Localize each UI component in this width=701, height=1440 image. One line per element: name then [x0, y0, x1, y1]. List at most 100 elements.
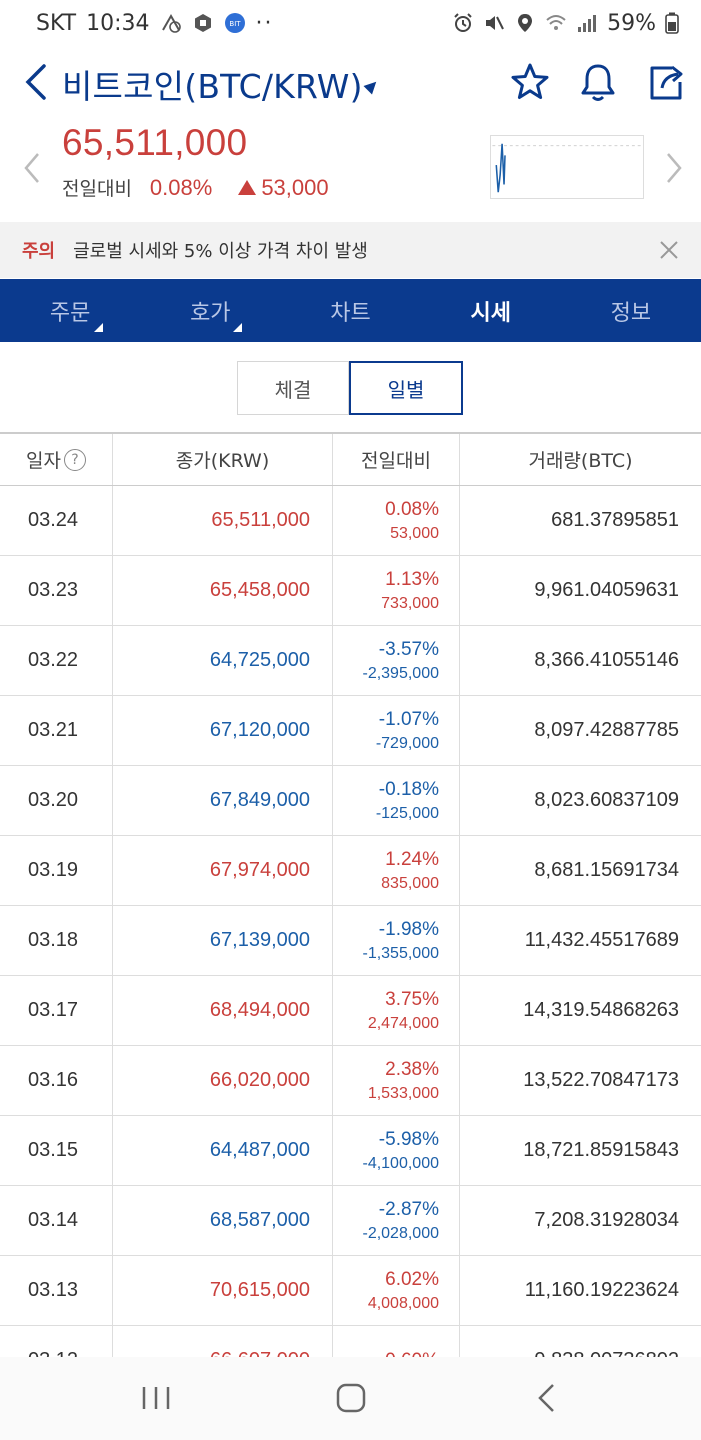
change-percent-value: 1.13% [385, 568, 439, 590]
page-title[interactable]: 비트코인(BTC/KRW) [62, 67, 363, 106]
table-row[interactable]: 03.18 67,139,000 -1.98% -1,355,000 11,432.45… [0, 906, 701, 976]
table-row[interactable]: 03.16 66,020,000 2.38% 1,533,000 13,522.7084… [0, 1046, 701, 1116]
notice-tag: 주의 [22, 241, 56, 262]
change-amount-value: -2,395,000 [362, 664, 439, 682]
close-price-cell: 68,587,000 [113, 1186, 333, 1255]
tab-bar: 주문 호가 차트 시세 정보 [0, 279, 701, 342]
change-amount-value: -729,000 [375, 734, 439, 752]
table-row[interactable]: 03.21 67,120,000 -1.07% -729,000 8,097.42887… [0, 696, 701, 766]
change-amount: 53,000 [261, 174, 329, 200]
volume-cell: 9,838.00736802 [460, 1326, 701, 1357]
volume-cell: 8,366.41055146 [534, 649, 679, 671]
table-row[interactable]: 03.13 70,615,000 6.02% 4,008,000 11,160.1922… [0, 1256, 701, 1326]
table-row[interactable]: 03.22 64,725,000 -3.57% -2,395,000 8,366.410… [0, 626, 701, 696]
recent-apps-icon[interactable] [136, 1383, 176, 1413]
change-cell: 6.02% 4,008,000 [333, 1256, 460, 1325]
wifi-icon [546, 15, 566, 30]
hexagon-app-icon [194, 14, 211, 32]
table-row[interactable]: 03.14 68,587,000 -2.87% -2,028,000 7,208.319… [0, 1186, 701, 1256]
header-date: 일자? [0, 434, 113, 485]
header-change: 전일대비 [333, 434, 460, 485]
mini-price-chart[interactable] [490, 135, 644, 199]
notice-text: 글로벌 시세와 5% 이상 가격 차이 발생 [73, 241, 368, 262]
system-navigation-bar [0, 1357, 701, 1440]
date-cell: 03.16 [0, 1046, 113, 1115]
tab-label: 시세 [470, 300, 511, 326]
close-price-cell: 67,120,000 [113, 696, 333, 765]
more-notifications-icon: ·· [255, 10, 274, 36]
status-bar: SKT 10:34 BIT ·· 59% [0, 0, 701, 46]
close-icon[interactable] [659, 240, 679, 260]
tab-label: 주문 [49, 300, 91, 326]
change-percent-value: 6.02% [385, 1268, 439, 1290]
home-icon[interactable] [331, 1383, 371, 1413]
tab-chart[interactable]: 차트 [280, 279, 420, 342]
table-row[interactable]: 03.15 64,487,000 -5.98% -4,100,000 18,721.85… [0, 1116, 701, 1186]
header-volume: 거래량(BTC) [528, 450, 633, 472]
alarm-sync-icon [161, 13, 181, 33]
battery-icon [665, 12, 679, 34]
bell-icon[interactable] [576, 60, 620, 104]
change-amount-value: -1,355,000 [362, 944, 439, 962]
bithumb-app-icon: BIT [224, 13, 245, 33]
change-cell: 1.24% 835,000 [333, 836, 460, 905]
table-row[interactable]: 03.1266,607,000 0.60% 9,838.00736802 [0, 1326, 701, 1357]
date-cell: 03.18 [0, 906, 113, 975]
change-cell: -1.07% -729,000 [333, 696, 460, 765]
up-triangle-icon [238, 180, 257, 195]
signal-icon [578, 15, 597, 32]
star-icon[interactable] [508, 60, 552, 104]
date-cell: 03.20 [0, 766, 113, 835]
tab-label: 정보 [610, 300, 652, 326]
change-cell: -3.57% -2,395,000 [333, 626, 460, 695]
date-cell: 03.23 [0, 556, 113, 625]
previous-coin-icon[interactable] [22, 150, 42, 186]
tab-info[interactable]: 정보 [561, 279, 701, 342]
help-icon[interactable]: ? [63, 448, 86, 471]
change-amount-value: -125,000 [375, 804, 439, 822]
date-cell: 03.13 [0, 1256, 113, 1325]
table-row[interactable]: 03.19 67,974,000 1.24% 835,000 8,681.1569173… [0, 836, 701, 906]
change-amount-value: -4,100,000 [362, 1154, 439, 1172]
submenu-corner-icon [94, 323, 103, 332]
segment-trades[interactable]: 체결 [237, 361, 349, 415]
change-cell: 1.13% 733,000 [333, 556, 460, 625]
close-price-cell: 64,725,000 [113, 626, 333, 695]
segment-daily[interactable]: 일별 [349, 361, 463, 415]
change-label: 전일대비 [62, 178, 132, 200]
change-amount-value: 835,000 [381, 874, 439, 892]
date-cell: 03.15 [0, 1116, 113, 1185]
change-percent-value: 0.60% [385, 1348, 439, 1358]
dropdown-caret-icon[interactable] [363, 77, 381, 95]
table-row[interactable]: 03.20 67,849,000 -0.18% -125,000 8,023.60837… [0, 766, 701, 836]
daily-price-table[interactable]: 03.24 65,511,000 0.08% 53,000 681.37895851 03… [0, 486, 701, 1357]
date-cell: 03.22 [0, 626, 113, 695]
table-row[interactable]: 03.24 65,511,000 0.08% 53,000 681.37895851 [0, 486, 701, 556]
share-icon[interactable] [644, 60, 688, 104]
tab-orderbook[interactable]: 호가 [140, 279, 280, 342]
back-arrow-icon[interactable] [18, 62, 52, 102]
change-amount-value: 4,008,000 [367, 1294, 439, 1312]
change-percent-value: -3.57% [378, 638, 439, 660]
close-price-cell: 68,494,000 [113, 976, 333, 1045]
next-coin-icon[interactable] [664, 150, 684, 186]
back-icon[interactable] [527, 1383, 567, 1413]
change-amount-value: 2,474,000 [367, 1014, 439, 1032]
tab-order[interactable]: 주문 [0, 279, 140, 342]
header-close: 종가(KRW) [113, 434, 333, 485]
close-price-cell: 65,458,000 [113, 556, 333, 625]
close-price-cell: 65,511,000 [113, 486, 333, 555]
table-row[interactable]: 03.23 65,458,000 1.13% 733,000 9,961.0405963… [0, 556, 701, 626]
change-percent-value: 0.08% [385, 498, 439, 520]
close-price-cell: 66,020,000 [113, 1046, 333, 1115]
change-amount-value: 733,000 [381, 594, 439, 612]
change-cell: 0.08% 53,000 [333, 486, 460, 555]
change-amount-value: 53,000 [390, 524, 439, 542]
current-price: 65,511,000 [62, 122, 248, 163]
change-cell: 3.75% 2,474,000 [333, 976, 460, 1045]
change-percent-value: -1.07% [378, 708, 439, 730]
table-row[interactable]: 03.17 68,494,000 3.75% 2,474,000 14,319.5486… [0, 976, 701, 1046]
volume-cell: 8,023.60837109 [534, 789, 679, 811]
volume-cell: 11,432.45517689 [524, 929, 679, 951]
tab-market-price[interactable]: 시세 [421, 279, 561, 342]
